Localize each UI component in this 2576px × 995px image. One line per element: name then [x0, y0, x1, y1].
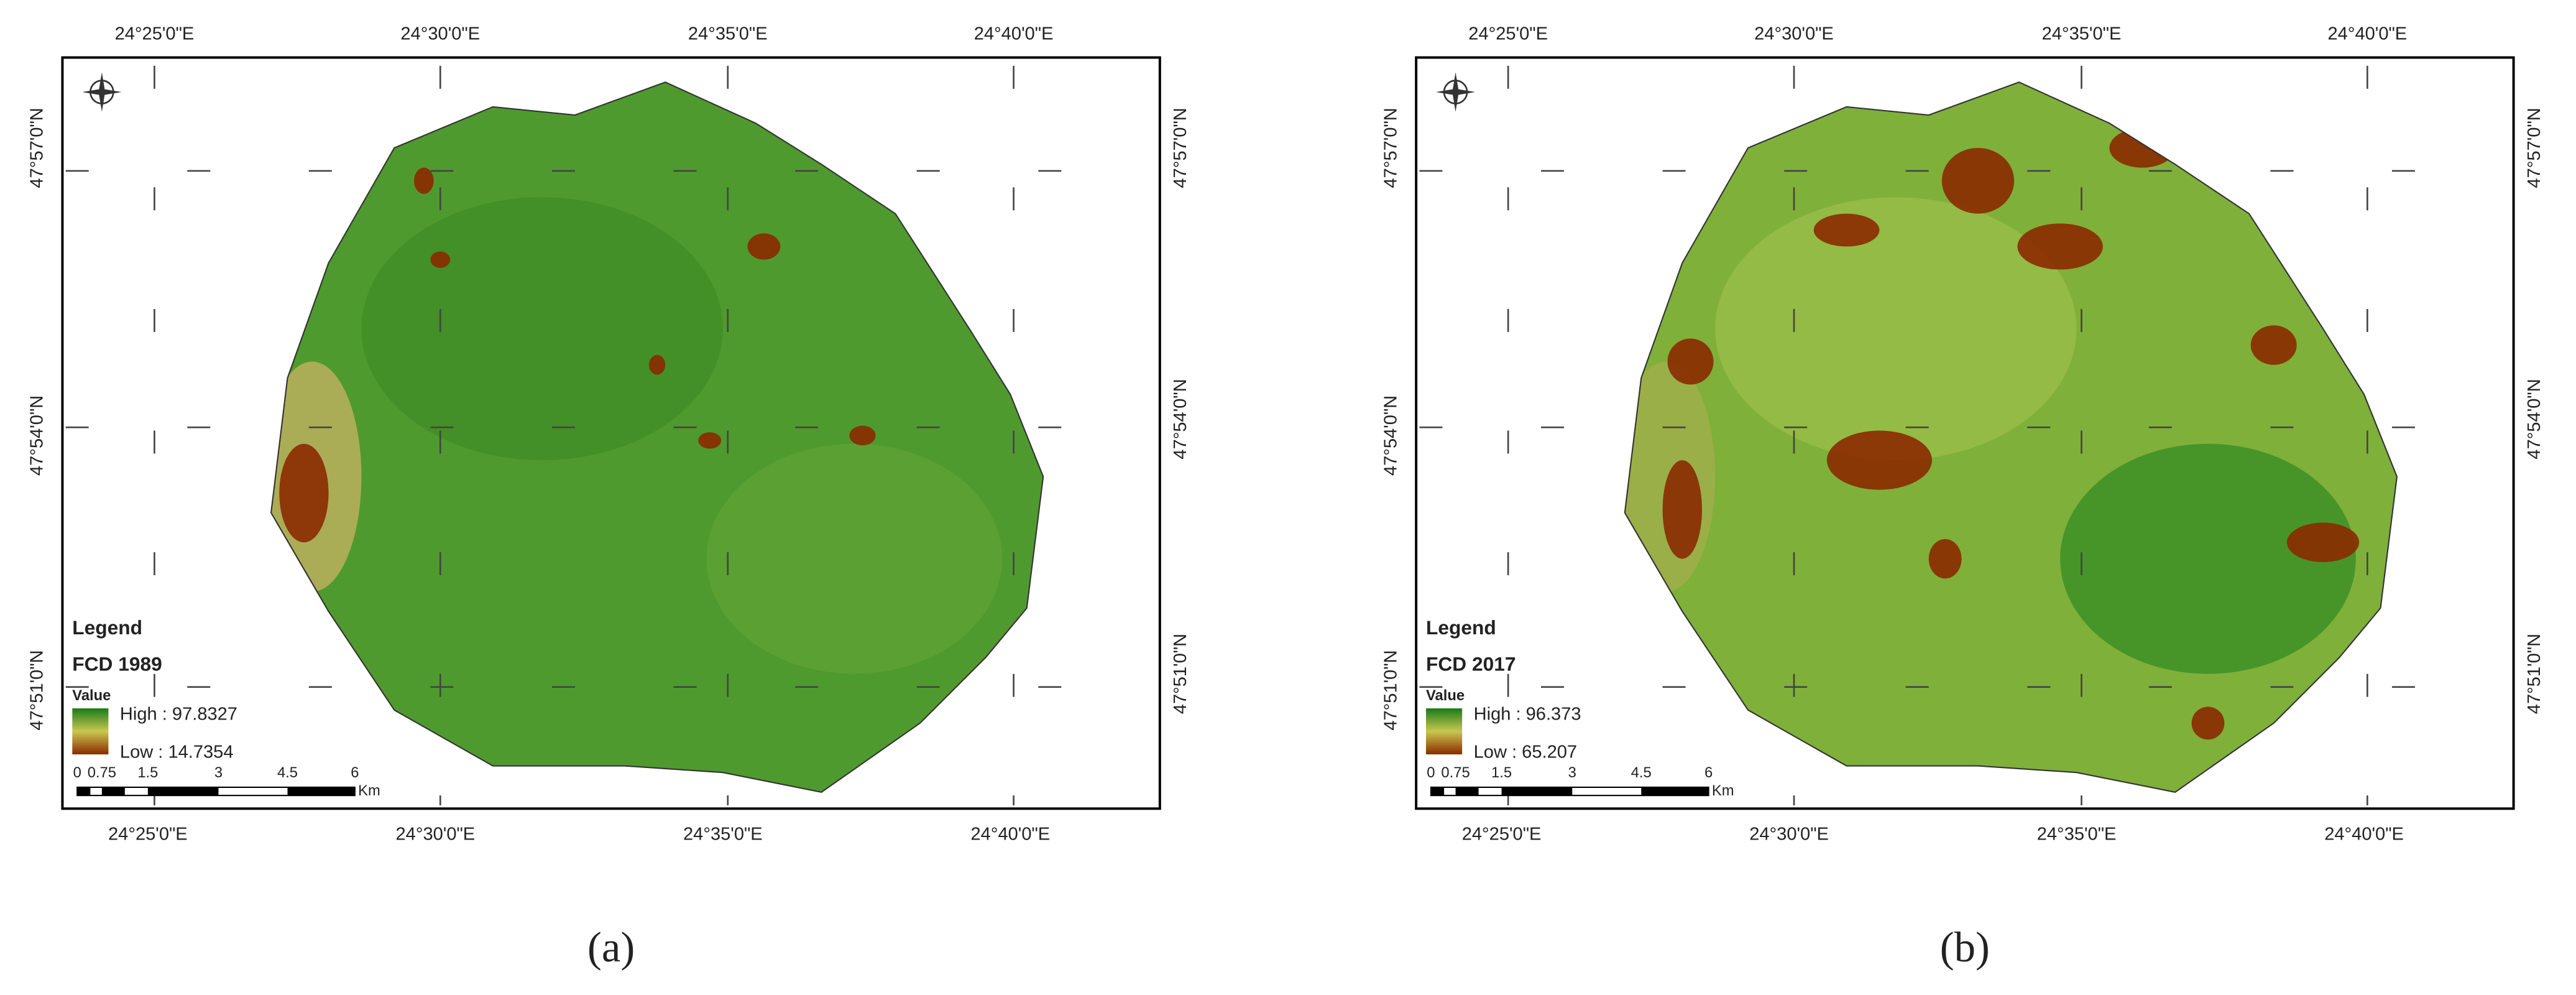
caption: (a) — [587, 923, 635, 971]
low-fcd-patch — [747, 233, 781, 260]
scale-unit: Km — [1712, 782, 1734, 799]
top-coord-label: 24°40'0"E — [2328, 24, 2408, 44]
top-coord-label: 24°25'0"E — [1468, 24, 1548, 44]
compass — [1435, 72, 1476, 112]
scale-bar-segment — [101, 787, 125, 796]
top-coord-label: 24°30'0"E — [1754, 24, 1834, 44]
vegetation-tone — [361, 197, 723, 461]
top-coord-label: 24°35'0"E — [688, 24, 768, 44]
legend-value: Value — [72, 687, 111, 704]
low-fcd-patch — [2017, 223, 2103, 270]
study-outline — [270, 81, 1044, 793]
legend-swatch — [72, 708, 109, 755]
legend-low: Low : 14.7354 — [120, 742, 234, 762]
scale-label: 0 — [1427, 764, 1435, 781]
low-fcd-patch — [2286, 522, 2360, 562]
right-coord-label: 47°54'0"N — [1171, 379, 1190, 459]
left-coord-label: 47°54'0"N — [27, 396, 47, 476]
bottom-coord-label: 24°40'0"E — [971, 825, 1051, 845]
low-fcd-patch — [430, 251, 451, 268]
legend-value: Value — [1426, 687, 1465, 704]
low-fcd-patch — [698, 432, 722, 449]
legend-high: High : 96.373 — [1474, 705, 1581, 724]
low-fcd-patch — [1941, 147, 2015, 214]
scale-bar-segment — [287, 787, 355, 796]
top-coord-label: 24°30'0"E — [400, 24, 480, 44]
scale-unit: Km — [358, 782, 380, 799]
left-coord-label: 47°57'0"N — [1381, 108, 1401, 188]
caption: (b) — [1940, 923, 1990, 971]
bottom-coord-label: 24°40'0"E — [2324, 825, 2404, 845]
map-panel: 24°25'0"E 24°30'0"E 24°35'0"E 24°40'0"E 24°2… — [1381, 24, 2544, 971]
scale-label: 4.5 — [1631, 764, 1652, 781]
scale-bar-segment — [1641, 787, 1709, 796]
scale-bar-segment — [1455, 787, 1479, 796]
top-coord-label: 24°35'0"E — [2042, 24, 2122, 44]
scale-label: 3 — [1568, 764, 1576, 781]
legend-title: Legend — [72, 616, 142, 639]
low-fcd-patch — [1826, 430, 1932, 490]
left-coord-label: 47°57'0"N — [27, 108, 47, 188]
legend-layer: FCD 2017 — [1426, 652, 1516, 675]
bottom-coord-label: 24°25'0"E — [1462, 825, 1542, 845]
bottom-coord-label: 24°35'0"E — [2037, 825, 2117, 845]
low-fcd-patch — [2250, 325, 2297, 365]
bottom-coord-label: 24°30'0"E — [396, 825, 476, 845]
scale-bar-segment — [1430, 787, 1445, 796]
scale-label: 0 — [73, 764, 81, 781]
low-fcd-patch — [414, 167, 434, 194]
left-coord-label: 47°54'0"N — [1381, 396, 1401, 476]
left-coord-label: 47°51'0"N — [1381, 650, 1401, 730]
top-coord-label: 24°25'0"E — [115, 24, 195, 44]
low-fcd-patch — [1813, 213, 1880, 247]
bottom-coord-label: 24°25'0"E — [108, 825, 188, 845]
scale-label: 3 — [214, 764, 223, 781]
vegetation-tone — [1715, 197, 2077, 461]
legend-low: Low : 65.207 — [1474, 742, 1577, 762]
legend-swatch — [1426, 708, 1463, 755]
low-fcd-patch — [1662, 460, 1702, 559]
low-fcd-patch — [279, 443, 329, 543]
vegetation-tone — [706, 443, 1003, 674]
scale-label: 1.5 — [1491, 764, 1512, 781]
top-coord-label: 24°40'0"E — [974, 24, 1054, 44]
map-panel: 24°25'0"E 24°30'0"E 24°35'0"E 24°40'0"E 24°2… — [27, 24, 1190, 971]
scale-label: 0.75 — [1441, 764, 1470, 781]
scale-label: 6 — [351, 764, 359, 781]
bottom-coord-label: 24°30'0"E — [1749, 825, 1829, 845]
scale-bar-segment — [1501, 787, 1573, 796]
right-coord-label: 47°51'0"N — [1171, 634, 1190, 714]
right-coord-label: 47°51'0"N — [2524, 634, 2544, 714]
low-fcd-patch — [648, 354, 666, 375]
study-outline — [1624, 81, 2398, 793]
low-fcd-patch — [1928, 539, 1962, 579]
bottom-coord-label: 24°35'0"E — [683, 825, 763, 845]
legend-layer: FCD 1989 — [72, 652, 162, 675]
low-fcd-patch — [849, 425, 876, 446]
vegetation-tone — [2060, 443, 2356, 674]
legend-title: Legend — [1426, 616, 1496, 639]
scale-label: 6 — [1704, 764, 1713, 781]
legend-high: High : 97.8327 — [120, 705, 237, 724]
right-coord-label: 47°54'0"N — [2524, 379, 2544, 459]
scale-bar-segment — [147, 787, 219, 796]
low-fcd-patch — [2191, 706, 2225, 740]
scale-bar-segment — [77, 787, 91, 796]
low-fcd-patch — [1667, 338, 1714, 385]
right-coord-label: 47°57'0"N — [2524, 108, 2544, 188]
left-coord-label: 47°51'0"N — [27, 650, 47, 730]
right-coord-label: 47°57'0"N — [1171, 108, 1190, 188]
scale-label: 0.75 — [88, 764, 116, 781]
compass — [82, 72, 122, 112]
scale-label: 4.5 — [277, 764, 298, 781]
scale-label: 1.5 — [137, 764, 158, 781]
